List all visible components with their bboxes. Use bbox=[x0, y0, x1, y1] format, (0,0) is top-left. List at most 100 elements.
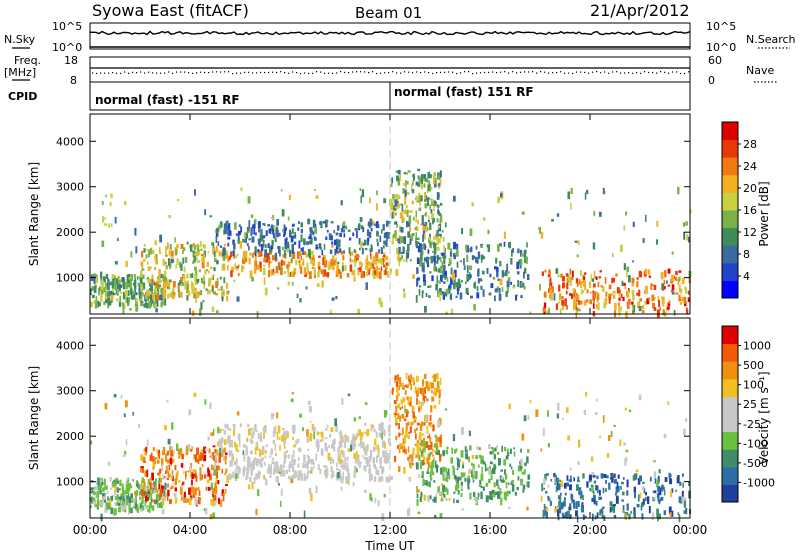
range-cell bbox=[482, 461, 486, 465]
range-cell bbox=[487, 244, 491, 252]
nave-point bbox=[400, 72, 402, 74]
range-cell bbox=[495, 491, 499, 496]
range-cell bbox=[577, 294, 580, 301]
range-cell bbox=[445, 288, 448, 297]
range-cell bbox=[660, 272, 664, 280]
range-cell bbox=[176, 258, 179, 266]
range-cell bbox=[591, 278, 595, 282]
range-cell bbox=[422, 478, 425, 487]
range-cell bbox=[291, 272, 295, 277]
range-cell bbox=[467, 478, 471, 484]
range-cell bbox=[543, 503, 546, 509]
range-cell bbox=[394, 455, 397, 462]
range-cell bbox=[512, 286, 516, 289]
range-cell bbox=[342, 225, 345, 229]
range-cell bbox=[274, 252, 278, 261]
range-cell bbox=[520, 282, 523, 287]
range-cell bbox=[288, 194, 291, 201]
range-cell bbox=[333, 239, 337, 246]
range-cell bbox=[226, 224, 230, 231]
freq-label: Freq. bbox=[14, 54, 41, 67]
nave-point bbox=[524, 71, 526, 73]
nave-point bbox=[340, 71, 342, 73]
range-cell bbox=[251, 435, 253, 439]
range-cell bbox=[526, 481, 528, 487]
range-cell bbox=[318, 269, 322, 273]
range-cell bbox=[190, 244, 193, 252]
range-cell bbox=[397, 178, 401, 186]
range-cell bbox=[146, 469, 149, 478]
range-cell bbox=[399, 407, 402, 411]
range-cell bbox=[542, 307, 546, 313]
range-cell bbox=[416, 390, 419, 398]
range-cell bbox=[359, 247, 361, 251]
nave-point bbox=[512, 71, 514, 73]
range-cell bbox=[219, 245, 223, 248]
range-cell bbox=[302, 258, 305, 267]
range-cell bbox=[299, 447, 302, 453]
range-cell bbox=[142, 456, 146, 462]
range-cell bbox=[327, 453, 331, 461]
range-cell bbox=[549, 278, 552, 286]
range-cell bbox=[136, 482, 139, 486]
range-cell bbox=[228, 428, 232, 431]
nave-point bbox=[128, 72, 130, 74]
range-cell bbox=[134, 493, 137, 499]
plot-title: Syowa East (fitACF) bbox=[92, 1, 249, 20]
range-cell bbox=[142, 466, 144, 473]
range-cell bbox=[573, 298, 576, 304]
power-x-axis bbox=[89, 114, 691, 314]
range-cell bbox=[263, 254, 267, 261]
range-cell bbox=[268, 463, 270, 472]
range-cell bbox=[171, 287, 175, 295]
range-cell bbox=[337, 451, 340, 458]
range-cell bbox=[291, 425, 295, 431]
range-cell bbox=[169, 279, 172, 283]
range-cell bbox=[204, 250, 206, 258]
range-cell bbox=[465, 244, 468, 251]
range-cell bbox=[559, 494, 562, 503]
range-cell bbox=[570, 493, 573, 500]
range-cell bbox=[418, 455, 421, 461]
range-cell bbox=[307, 218, 311, 225]
range-cell bbox=[321, 249, 324, 256]
range-cell bbox=[91, 286, 94, 291]
range-cell bbox=[503, 446, 507, 452]
range-cell bbox=[492, 469, 496, 474]
range-cell bbox=[385, 256, 389, 261]
range-cell bbox=[466, 273, 470, 282]
range-cell bbox=[245, 232, 249, 239]
range-cell bbox=[439, 454, 442, 461]
range-cell bbox=[347, 393, 351, 397]
range-cell bbox=[432, 218, 436, 223]
range-cell bbox=[420, 462, 423, 470]
range-cell bbox=[254, 255, 257, 261]
range-cell bbox=[555, 485, 558, 493]
range-cell bbox=[471, 202, 474, 207]
range-cell bbox=[155, 304, 159, 307]
range-cell bbox=[430, 186, 433, 190]
range-cell bbox=[114, 496, 118, 500]
range-cell bbox=[295, 471, 298, 477]
range-cell bbox=[678, 277, 681, 282]
range-cell bbox=[215, 453, 218, 461]
range-cell bbox=[246, 437, 249, 442]
range-cell bbox=[410, 210, 413, 213]
range-cell bbox=[145, 446, 148, 454]
range-cell bbox=[668, 300, 671, 304]
range-cell bbox=[499, 260, 502, 267]
range-cell bbox=[447, 468, 450, 477]
range-cell bbox=[303, 472, 306, 481]
range-cell bbox=[595, 276, 598, 280]
range-cell bbox=[496, 445, 498, 450]
range-cell bbox=[394, 412, 398, 416]
range-cell bbox=[270, 448, 273, 455]
range-cell bbox=[475, 256, 477, 263]
range-cell bbox=[314, 226, 317, 234]
range-cell bbox=[156, 449, 159, 454]
range-cell bbox=[379, 465, 382, 469]
range-cell bbox=[412, 174, 415, 181]
range-cell bbox=[195, 270, 198, 278]
range-cell bbox=[291, 459, 294, 462]
range-cell bbox=[613, 473, 616, 478]
